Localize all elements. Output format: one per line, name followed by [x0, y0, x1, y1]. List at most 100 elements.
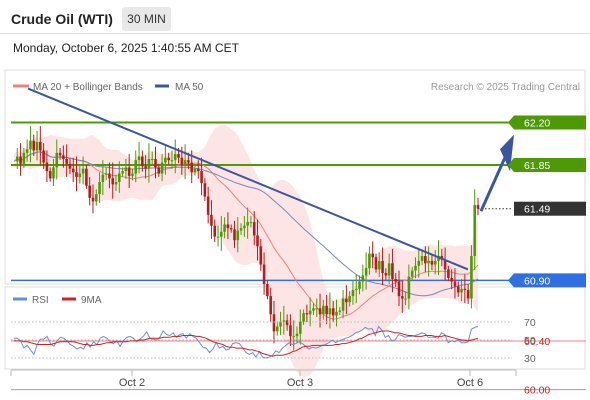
candle-body [266, 283, 269, 297]
candle-body [216, 236, 220, 238]
support-level-tag [508, 273, 586, 288]
candle-body [252, 222, 256, 236]
candle-body [292, 336, 296, 338]
candle-body [15, 156, 19, 162]
candle-body [272, 314, 276, 332]
bollinger-bands [14, 125, 478, 377]
candle-body [180, 157, 184, 165]
candle-body [295, 333, 299, 337]
resistance-level-tag [508, 158, 586, 172]
candle-body [75, 172, 78, 178]
candle-body [433, 260, 437, 265]
candle-body [424, 256, 427, 264]
candle-body [167, 157, 170, 161]
candle-body [315, 308, 319, 310]
candle-body [91, 197, 95, 202]
candle-body [456, 286, 460, 293]
candle-body [127, 167, 131, 176]
candle-body [328, 308, 332, 315]
candle-body [427, 260, 430, 264]
candle-body [361, 275, 365, 282]
candle-body [220, 231, 223, 237]
candle-body [358, 281, 361, 289]
candle-body [85, 168, 88, 186]
candle-body [213, 225, 217, 237]
level-label-60.40: 60.40 [524, 336, 550, 348]
candle-body [78, 173, 82, 178]
candle-body [55, 152, 59, 168]
candle-body [131, 173, 134, 176]
candle-body [414, 265, 417, 271]
candle-body [190, 162, 194, 173]
candle-body [137, 156, 141, 161]
candle-body [354, 288, 358, 291]
candle-body [164, 157, 167, 163]
candle-body [345, 298, 348, 303]
resistance-level-tag [508, 115, 586, 130]
rsi-legend-label: RSI [32, 295, 49, 306]
candle-body [101, 174, 105, 182]
candle-body [394, 279, 398, 282]
ma50-line [13, 151, 479, 297]
bollinger-band-area [14, 125, 478, 377]
candle-body [157, 167, 161, 174]
candle-body [387, 263, 391, 276]
candle-body [420, 256, 424, 261]
trendline-group [27, 87, 514, 271]
price-levels [11, 121, 586, 391]
candle-body [473, 205, 477, 257]
candle-body [269, 296, 272, 315]
candle-body [243, 225, 246, 229]
candle-body [338, 310, 342, 312]
candle-body [68, 163, 72, 169]
candle-body [466, 290, 470, 299]
candle-body [42, 150, 45, 163]
level-label-61.85: 61.85 [524, 160, 550, 172]
candle-body [305, 313, 309, 315]
candle-body [118, 173, 121, 182]
candle-body [410, 270, 414, 277]
candle-body [170, 160, 174, 162]
candle-body [134, 160, 138, 174]
candle-body [94, 194, 98, 202]
candlesticks [15, 126, 480, 351]
candle-body [453, 281, 457, 287]
candle-body [150, 158, 154, 160]
candle-body [430, 260, 434, 265]
candle-body [88, 185, 91, 198]
candle-body [52, 167, 55, 179]
current-price-label: 61.49 [524, 204, 550, 216]
candle-body [275, 326, 279, 332]
candle-body [460, 288, 463, 293]
candle-body [229, 228, 233, 230]
candle-body [335, 311, 338, 316]
candle-body [262, 264, 266, 284]
candle-body [141, 156, 144, 167]
current-price-tag [514, 201, 586, 216]
x-tick-label: Oct 2 [119, 377, 145, 389]
x-axis: Oct 2 Oct 3 Oct 6 [10, 369, 517, 389]
candle-body [226, 224, 230, 229]
candle-body [308, 310, 312, 315]
candle-body [147, 158, 151, 169]
candle-body [364, 268, 368, 276]
candle-body [173, 154, 177, 161]
candle-body [298, 321, 302, 334]
candle-body [71, 168, 75, 173]
candle-body [210, 214, 213, 226]
candle-body [193, 168, 197, 173]
copyright: Research © 2025 Trading Central [431, 82, 580, 93]
interval-badge[interactable]: 30 MIN [122, 7, 171, 31]
candle-body [312, 308, 315, 311]
candle-body [470, 256, 473, 299]
candle-body [48, 171, 52, 179]
candle-body [22, 152, 26, 164]
candle-body [463, 288, 467, 291]
candle-body [368, 253, 371, 269]
level-label-62.20: 62.20 [524, 118, 550, 130]
level-label-60.00: 60.00 [524, 385, 550, 397]
candle-body [325, 305, 328, 315]
rsi-level-label: 50 [524, 335, 536, 347]
rsi-panel: 70 50 30 [11, 317, 536, 365]
candle-body [121, 171, 124, 174]
